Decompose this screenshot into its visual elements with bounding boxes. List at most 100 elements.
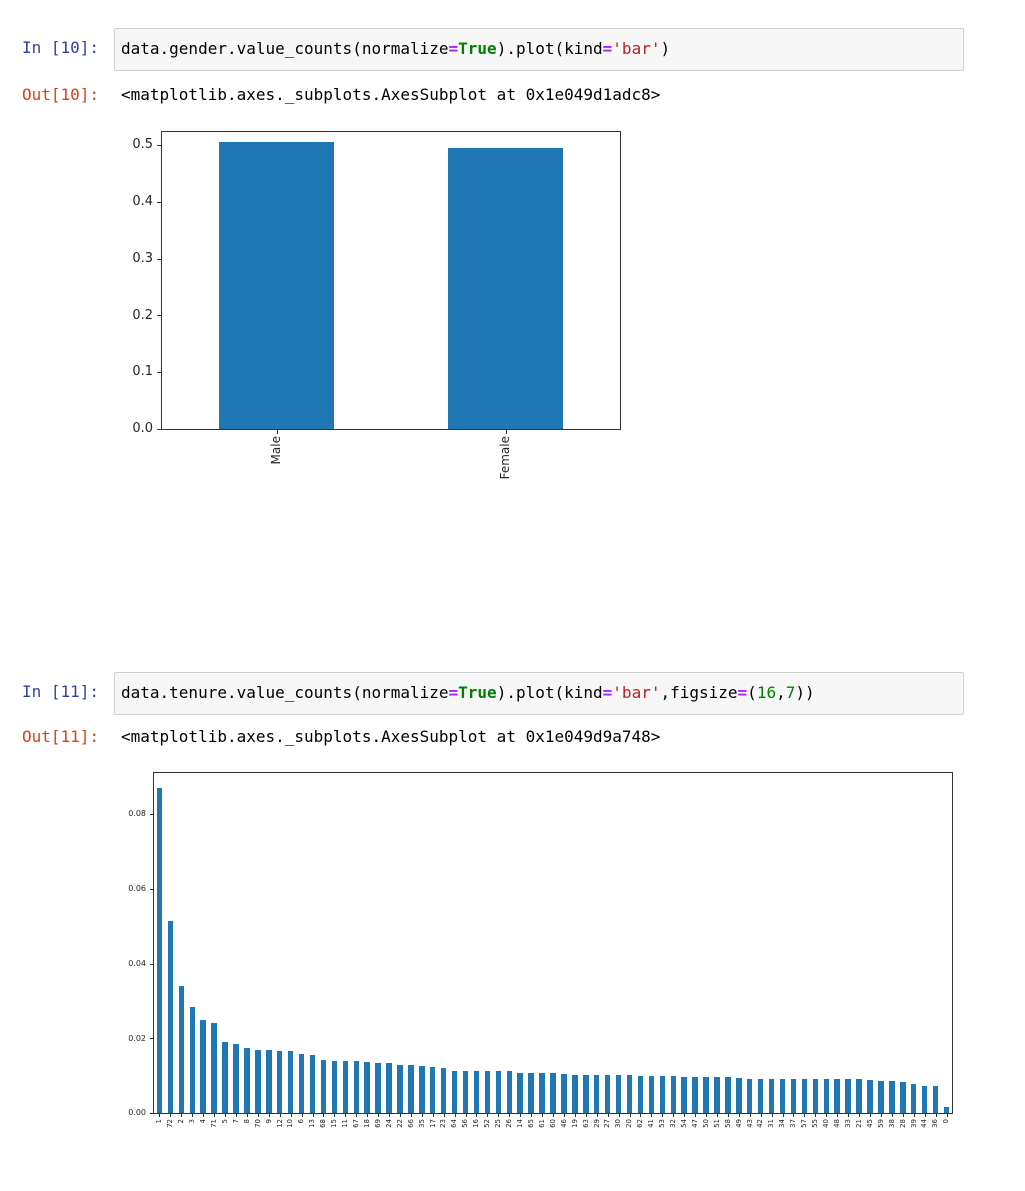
x-tick-mark <box>738 1114 740 1117</box>
x-tick-mark <box>520 1114 522 1117</box>
bar-39 <box>911 1083 917 1113</box>
x-tick-mark <box>214 1114 216 1117</box>
x-tick-label: 55 <box>811 1119 820 1128</box>
cell-11-output-text: <matplotlib.axes._subplots.AxesSubplot a… <box>121 727 661 746</box>
bar-21 <box>856 1079 862 1113</box>
x-tick-label: 37 <box>789 1119 798 1128</box>
x-tick-mark <box>771 1114 773 1117</box>
x-tick-mark <box>410 1114 412 1117</box>
y-tick-label: 0.04 <box>128 958 146 968</box>
x-tick-label: 46 <box>559 1119 568 1128</box>
x-tick-mark <box>454 1114 456 1117</box>
x-tick-mark <box>476 1114 478 1117</box>
bar-38 <box>889 1081 895 1113</box>
x-tick-mark <box>505 430 507 434</box>
x-tick-mark <box>509 1114 511 1117</box>
x-tick-label: 53 <box>658 1119 667 1128</box>
x-tick-mark <box>684 1114 686 1117</box>
x-tick-mark <box>399 1114 401 1117</box>
x-tick-mark <box>727 1114 729 1117</box>
code-token: data.tenure.value_counts(normalize <box>121 683 449 702</box>
bar-41 <box>648 1076 655 1113</box>
bar-58 <box>725 1076 731 1113</box>
y-tick-label: 0.1 <box>132 364 153 380</box>
code-token: 'bar' <box>612 683 661 702</box>
bar-14 <box>517 1072 523 1113</box>
bar-0 <box>943 1107 950 1113</box>
y-tick-label: 0.00 <box>128 1108 146 1118</box>
x-tick-label: 18 <box>362 1119 371 1128</box>
x-tick-mark <box>782 1114 784 1117</box>
bar-37 <box>790 1078 797 1113</box>
bar-53 <box>659 1076 666 1113</box>
code-token: True <box>458 39 497 58</box>
x-tick-label: 1 <box>155 1119 164 1124</box>
x-tick-label: 27 <box>603 1119 612 1128</box>
x-tick-mark <box>935 1114 937 1117</box>
y-tick-mark <box>150 888 153 890</box>
x-tick-label: 31 <box>767 1119 776 1128</box>
bar-20 <box>626 1075 633 1113</box>
x-tick-label: 7 <box>231 1119 240 1124</box>
x-tick-label: 14 <box>516 1119 524 1128</box>
x-tick-label: 51 <box>712 1119 721 1128</box>
cell-11-in-prompt: In [11]: <box>22 682 100 701</box>
x-tick-label: 36 <box>931 1119 940 1128</box>
x-tick-mark <box>246 1114 248 1117</box>
x-tick-label: 43 <box>745 1119 754 1128</box>
bar-1 <box>156 788 163 1113</box>
x-tick-mark <box>880 1114 882 1117</box>
x-tick-mark <box>596 1114 598 1117</box>
bar-51 <box>714 1076 720 1113</box>
bar-52 <box>484 1070 491 1113</box>
x-tick-label: 28 <box>898 1119 907 1128</box>
x-tick-mark <box>553 1114 554 1117</box>
bar-36 <box>932 1085 939 1113</box>
bar-71 <box>211 1023 217 1113</box>
x-tick-label: 23 <box>439 1119 448 1128</box>
bar-45 <box>867 1080 873 1113</box>
cell-10-code-input[interactable]: data.gender.value_counts(normalize=True)… <box>114 28 964 71</box>
x-tick-mark <box>618 1114 620 1117</box>
bar-40 <box>823 1078 829 1113</box>
x-tick-mark <box>487 1114 489 1117</box>
x-tick-mark <box>793 1114 795 1117</box>
x-tick-label: 30 <box>614 1119 623 1128</box>
cell-11-code-input[interactable]: data.tenure.value_counts(normalize=True)… <box>114 672 964 715</box>
y-tick-mark <box>157 258 161 260</box>
x-tick-mark <box>651 1114 653 1117</box>
code-token: ) <box>660 39 671 58</box>
y-tick-label: 0.02 <box>128 1033 146 1043</box>
x-tick-label: 61 <box>537 1119 546 1128</box>
x-tick-label: 39 <box>909 1119 918 1128</box>
x-tick-mark <box>837 1114 839 1117</box>
x-tick-mark <box>498 1114 500 1117</box>
bar-31 <box>768 1078 775 1113</box>
bar-3 <box>189 1006 195 1113</box>
x-tick-mark <box>859 1114 861 1117</box>
x-tick-mark <box>607 1114 609 1117</box>
bar-42 <box>757 1078 764 1113</box>
bar-17 <box>430 1067 436 1113</box>
x-tick-label: 32 <box>669 1119 678 1128</box>
x-tick-mark <box>760 1114 762 1117</box>
x-tick-mark <box>181 1114 183 1117</box>
cell-10-in-prompt: In [10]: <box>22 38 100 57</box>
y-tick-mark <box>150 1113 153 1114</box>
x-tick-mark <box>946 1114 948 1117</box>
x-tick-label: 22 <box>395 1119 404 1128</box>
bar-65 <box>528 1072 534 1113</box>
x-tick-label: 42 <box>756 1119 765 1128</box>
x-tick-mark <box>542 1114 544 1117</box>
bar-70 <box>255 1049 261 1113</box>
x-tick-mark <box>815 1114 817 1117</box>
x-tick-mark <box>334 1114 336 1117</box>
bar-26 <box>506 1070 512 1113</box>
y-tick-label: 0.4 <box>132 194 153 210</box>
bar-13 <box>309 1055 316 1113</box>
bar-33 <box>845 1078 851 1113</box>
x-tick-label: 59 <box>876 1119 885 1128</box>
x-tick-mark <box>378 1114 380 1117</box>
code-token: 'bar' <box>612 39 661 58</box>
x-tick-mark <box>345 1114 347 1117</box>
